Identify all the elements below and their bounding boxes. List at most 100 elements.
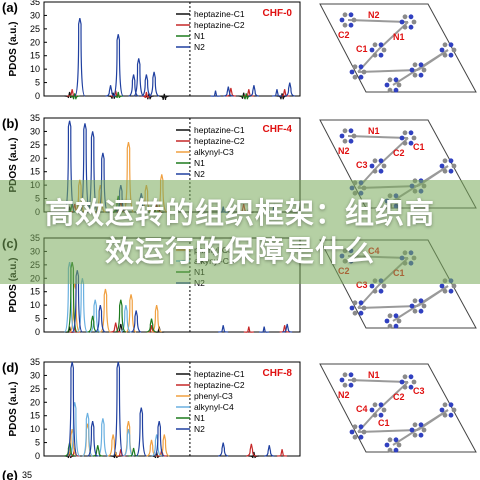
atom [378,158,384,164]
atom [451,163,457,169]
atom [381,163,387,169]
pdos-peak [66,361,78,457]
pdos-peak [87,315,98,333]
atom [358,310,364,316]
atom [442,402,448,408]
panel-tag: CHF-0 [263,8,293,19]
pdos-peak [223,86,234,97]
pdos-panel-1: (a) 0 5 10 15 20 25 30 35 PDOS (a.u.) CHF-0 heptazi… [2,0,301,101]
atom [352,300,358,306]
pdos-peak [279,325,290,333]
atom [361,69,367,75]
structure-atom-label: C1 [413,142,425,152]
atom [351,17,357,23]
pdos-peak [218,325,229,333]
pdos-peak [120,305,132,333]
atom [352,424,358,430]
unit-cell-outline [319,363,477,453]
atom [369,407,375,413]
atom [369,283,375,289]
plot-frame [43,361,301,457]
pdos-peak [248,451,259,459]
atom [411,19,417,25]
atom [348,128,354,134]
atom [384,82,390,88]
atom [402,384,408,390]
title-overlay-banner: 高效运转的组织框架：组织高 效运行的保障是什么 [0,180,480,284]
y-tick-label: 30 [30,126,40,136]
atom [418,422,424,428]
atom [399,135,405,141]
pdos-peak [259,326,270,334]
bond [392,49,449,86]
pdos-peak [243,326,254,334]
y-tick-label: 0 [35,91,40,101]
y-axis-label: PDOS (a.u.) [8,21,19,76]
atom [418,72,424,78]
structure-1: N2 C2 C1 N1 [319,3,477,93]
pdos-peak [141,74,152,97]
bond [357,429,419,433]
atom [381,283,387,289]
pdos-peak [246,443,257,457]
panel-tag: CHF-8 [263,368,293,379]
atom [358,64,364,70]
atom [361,429,367,435]
tick-label: 35 [22,470,32,480]
atom [442,288,448,294]
atom [408,24,414,30]
y-tick-label: 35 [30,0,40,7]
y-tick-label: 20 [30,153,40,163]
y-tick-label: 20 [30,37,40,47]
pdos-peak [110,322,121,333]
atom [393,437,399,443]
pdos-peak [74,17,86,97]
atom [412,298,418,304]
atom [378,402,384,408]
atom [349,429,355,435]
atom [442,42,448,48]
pdos-peak [69,402,81,457]
atom [369,47,375,53]
atom [418,432,424,438]
atom [339,377,345,383]
atom [409,303,415,309]
pdos-peak [135,407,147,457]
atom [351,133,357,139]
pdos-peak [225,87,236,97]
bond [392,409,449,446]
y-tick-label: 0 [35,327,40,337]
atom [361,305,367,311]
atom [393,77,399,83]
atom [349,305,355,311]
atom [342,382,348,388]
atom [393,323,399,329]
y-tick-label: 15 [30,287,40,297]
pdos-peak [153,420,165,457]
y-tick-label: 10 [30,300,40,310]
pdos-peak [123,420,134,457]
atom [378,52,384,58]
atom [408,140,414,146]
structure-atom-label: C1 [356,44,368,54]
legend-label: alkynyl-C4 [194,402,234,412]
atom [448,42,454,48]
pdos-panel-4: (d) 0 5 10 15 20 25 30 35 PDOS (a.u.) CHF-8 heptazi… [2,357,301,461]
legend-label: N2 [194,169,205,179]
pdos-panel-5: (e) 35 [2,468,32,480]
structure-atom-label: C3 [413,386,425,396]
atom [421,67,427,73]
y-axis-label: PDOS (a.u.) [8,137,19,192]
y-tick-label: 35 [30,113,40,123]
pdos-peak [146,318,157,333]
atom [448,158,454,164]
panel-letter: (d) [2,360,19,375]
overlay-title-line-1: 高效运转的组织框架：组织高 [44,196,435,230]
atom [442,158,448,164]
bond [347,379,409,383]
pdos-peak [95,305,106,333]
atom [358,300,364,306]
structure-atom-label: C1 [378,418,390,428]
y-tick-label: 25 [30,384,40,394]
atom [396,442,402,448]
